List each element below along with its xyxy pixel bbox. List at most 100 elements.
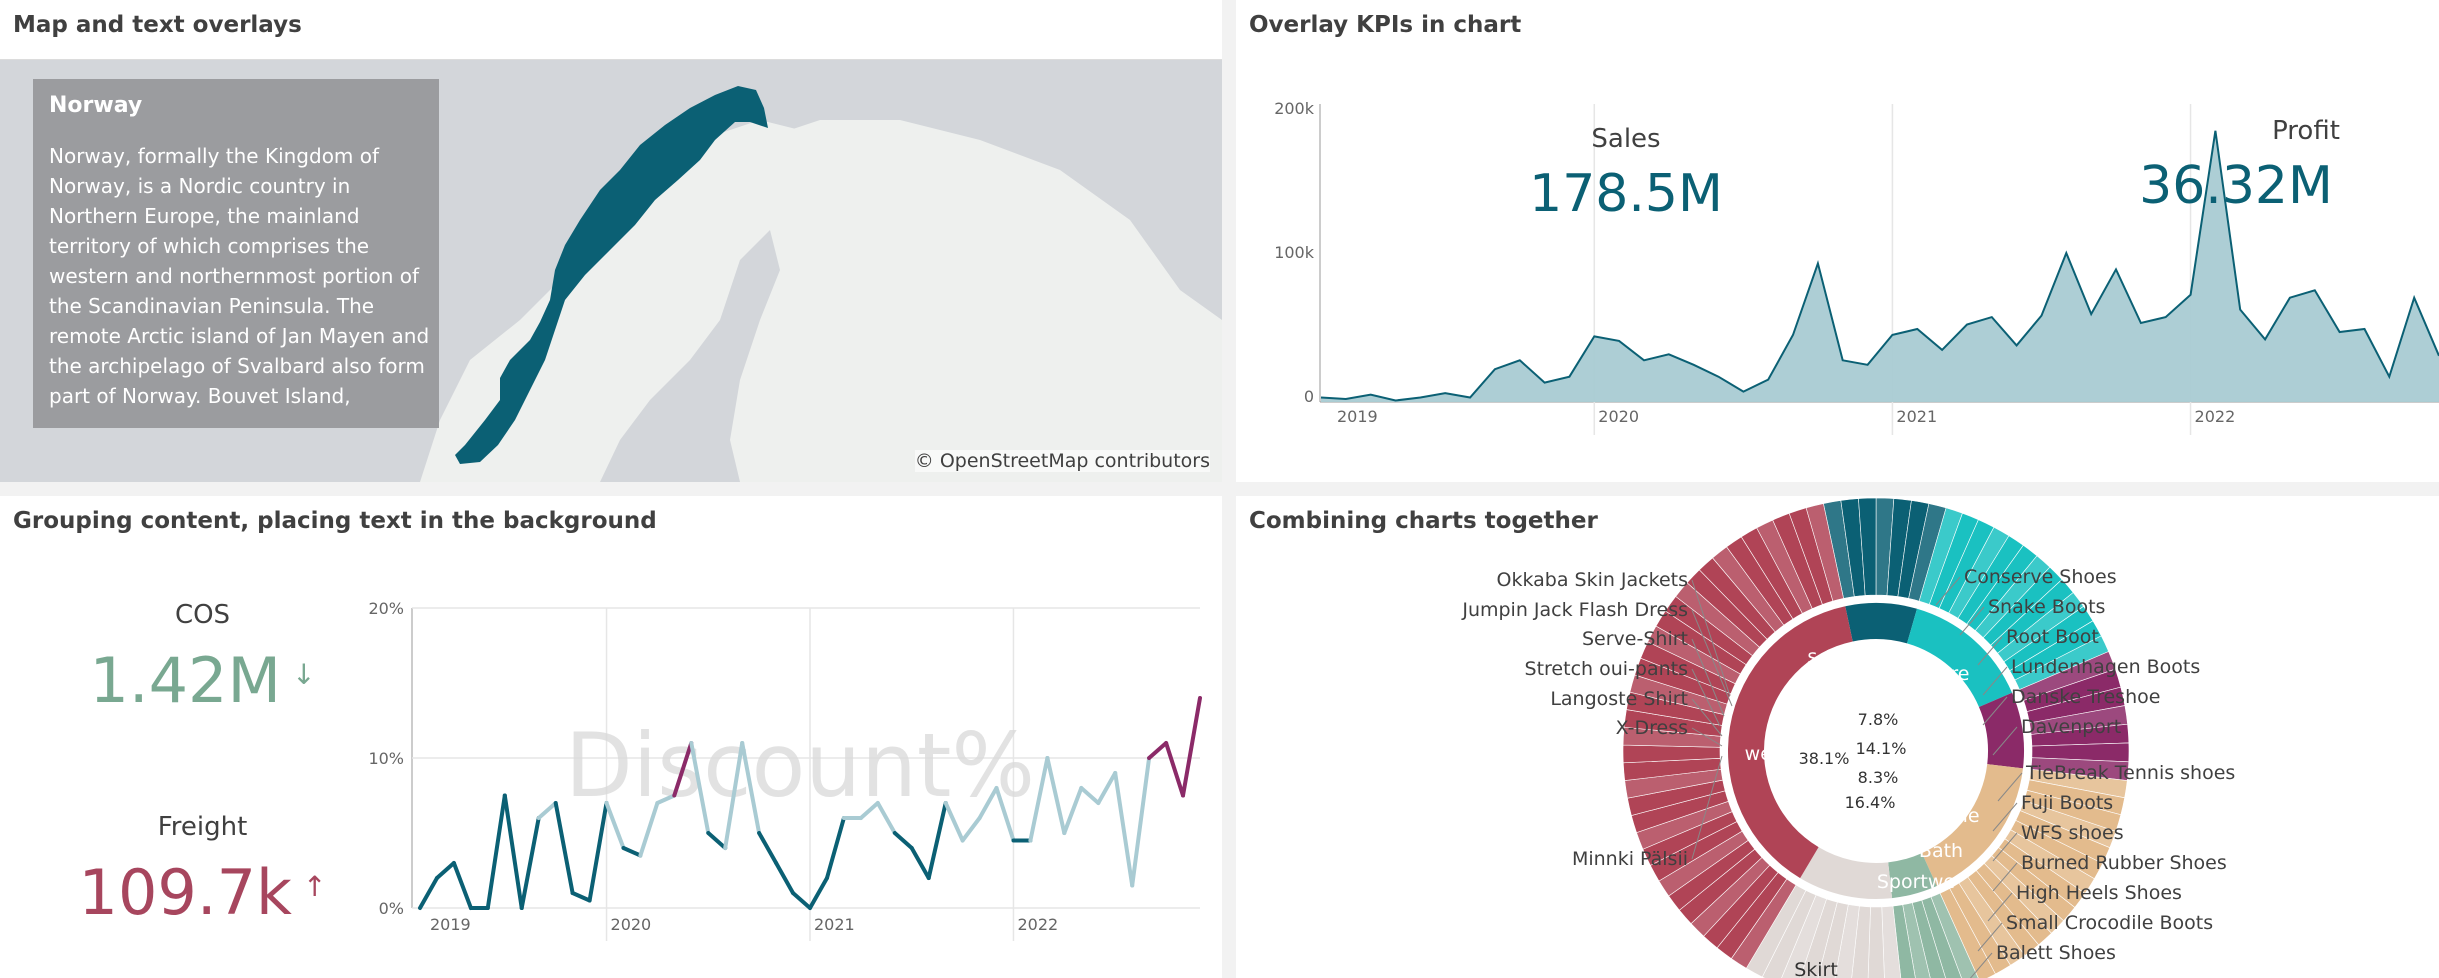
leader-line	[1992, 802, 2018, 832]
line-segment	[892, 831, 914, 850]
left-category-label: Serve-Shirt	[1582, 628, 1688, 650]
line-segment	[519, 816, 541, 910]
line-segment	[1113, 771, 1135, 888]
area-chart[interactable]: 200k 100k 0 2019 2020 2021 2022	[1236, 0, 2439, 482]
outer-ring-label: wear	[1745, 743, 1792, 765]
inner-percent-label: 38.1%	[1799, 749, 1850, 768]
profit-kpi-label: Profit	[2272, 116, 2340, 146]
sunburst-chart[interactable]: 38.1% 7.8% 14.1% 8.3% 16.4% wear s Clothes Chil…	[1236, 496, 2439, 978]
right-category-label: Davenport	[2021, 716, 2121, 738]
leader-line	[1977, 636, 2003, 666]
sales-kpi-label: Sales	[1591, 124, 1661, 154]
background-text: Discount%	[565, 714, 1035, 817]
outer-ring-label: Ladie	[1928, 805, 1979, 827]
panel-title-combining: Combining charts together	[1249, 508, 1598, 534]
inner-ring-slice	[1907, 608, 2013, 707]
line-segment	[858, 801, 880, 820]
grouping-panel: Grouping content, placing text in the ba…	[0, 496, 1222, 978]
leader-line	[1987, 892, 2013, 922]
left-category-label: X-Dress	[1616, 717, 1688, 739]
inner-percent-label: 7.8%	[1858, 710, 1899, 729]
freight-kpi-label: Freight	[157, 812, 248, 842]
x-tick-label: 2019	[1337, 407, 1378, 426]
line-segment	[909, 846, 931, 880]
tooltip-description: Norway, formally the Kingdom of Norway, …	[49, 144, 430, 408]
right-category-label: Small Crocodile Boots	[2006, 912, 2213, 934]
outer-ring-label: s Clothes	[1807, 646, 1894, 668]
x-tick-label: 2019	[430, 915, 471, 934]
y-tick-label: 0	[1304, 387, 1314, 406]
combining-panel: Combining charts together 38.1% 7.8% 14.1%…	[1236, 496, 2439, 978]
leader-line	[1691, 638, 1725, 717]
leader-line	[1969, 952, 1993, 978]
y-tick-label: 100k	[1274, 243, 1315, 262]
inner-ring-slice	[1728, 606, 1853, 879]
line-segment	[502, 793, 524, 910]
freight-kpi: 109.7k ↑	[50, 856, 355, 929]
arrow-down-icon: ↓	[292, 658, 316, 691]
line-segment	[723, 741, 745, 850]
leader-line	[1959, 606, 1985, 636]
inner-ring-slice	[1800, 847, 1893, 899]
line-segment	[757, 831, 779, 865]
line-segment	[418, 876, 439, 910]
cos-kpi-label: COS	[174, 600, 231, 630]
left-category-label: Langoste Shirt	[1550, 688, 1688, 710]
outer-ring-label: Skirt	[1794, 959, 1838, 978]
line-segment	[791, 891, 812, 910]
leader-line	[1691, 698, 1723, 737]
line-segment	[536, 801, 558, 820]
inner-percent-label: 16.4%	[1845, 793, 1896, 812]
inner-ring-slice	[1978, 692, 2024, 769]
line-segment	[1164, 741, 1185, 798]
leader-line	[1992, 832, 2018, 862]
inner-ring-slice	[1921, 764, 2023, 886]
panel-title-map: Map and text overlays	[13, 12, 302, 38]
discount-line-chart[interactable]: 20% 10% 0% 2019 2020 2021 2022 Discount%	[360, 586, 1210, 971]
line-segment	[825, 816, 846, 880]
x-tick-label: 2022	[2195, 407, 2236, 426]
right-category-label: Fuji Boots	[2021, 792, 2113, 814]
line-segment	[1147, 741, 1169, 760]
line-segment	[604, 801, 626, 850]
area-fill	[1321, 130, 2439, 403]
line-segment	[1130, 756, 1152, 888]
baltic-water	[600, 230, 780, 482]
line-segment	[655, 793, 677, 805]
inner-ring-slice	[1888, 853, 1937, 899]
y-tick-label: 10%	[368, 749, 404, 768]
line-segment	[638, 801, 660, 858]
leader-line	[1691, 727, 1723, 747]
leader-line	[1977, 922, 2003, 952]
line-segment	[1045, 756, 1067, 835]
line-segment	[621, 846, 643, 858]
map-attribution[interactable]: © OpenStreetMap contributors	[914, 450, 1210, 472]
line-segment	[689, 741, 711, 835]
x-tick-label: 2021	[1896, 407, 1937, 426]
leader-line	[1982, 666, 2008, 696]
left-category-label: Stretch oui-pants	[1525, 658, 1688, 680]
outer-ring-label: Childre	[1902, 663, 1969, 685]
right-category-label: Burned Rubber Shoes	[2021, 852, 2227, 874]
leader-line	[1992, 726, 2018, 756]
leader-line	[1992, 862, 2018, 892]
line-segment	[672, 741, 694, 798]
tooltip-title: Norway	[49, 93, 143, 118]
inner-percent-label: 14.1%	[1856, 739, 1907, 758]
right-category-label: WFS shoes	[2021, 822, 2124, 844]
area-line	[1320, 130, 2439, 402]
line-segment	[808, 876, 829, 910]
right-category-label: TieBreak Tennis shoes	[2025, 762, 2235, 784]
x-tick-label: 2020	[1598, 407, 1639, 426]
y-tick-label: 200k	[1274, 99, 1315, 118]
line-segment	[1079, 786, 1101, 805]
left-category-label: Minnki Pälsii	[1572, 848, 1688, 870]
line-segment	[994, 786, 1016, 843]
donut-hole	[1766, 641, 1986, 861]
norway-highlight[interactable]	[455, 86, 768, 464]
leader-line	[1691, 755, 1723, 860]
line-segment	[553, 801, 575, 895]
outer-ring-label: Bath	[1919, 840, 1963, 862]
map-panel: Map and text overlays Norway Norway, for…	[0, 0, 1222, 482]
right-category-label: Snake Boots	[1988, 596, 2105, 618]
